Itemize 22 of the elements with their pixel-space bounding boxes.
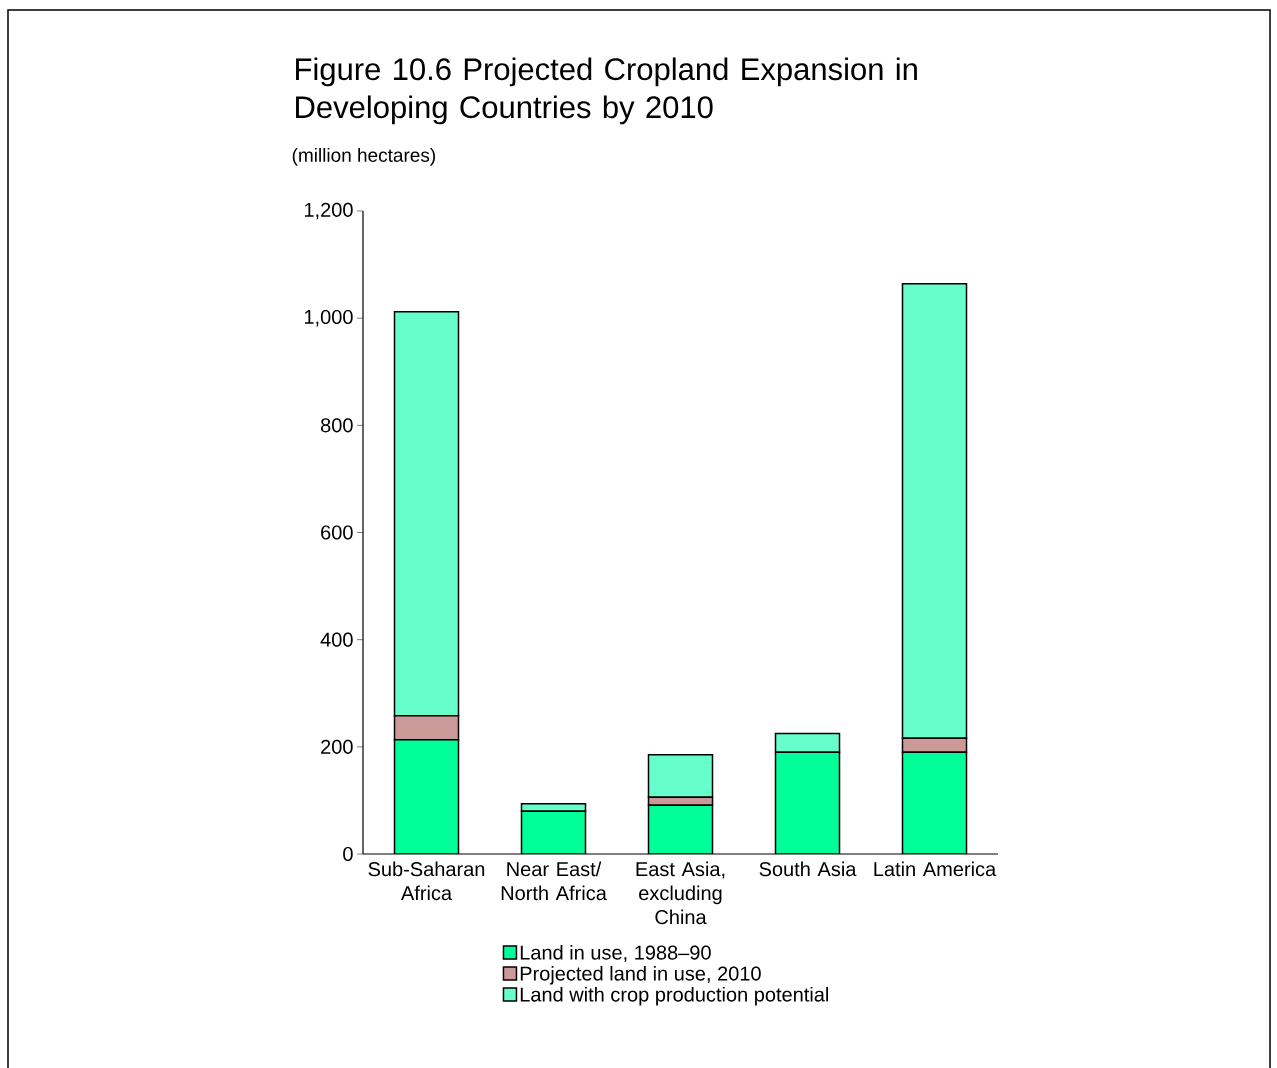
y-tick-label: 1,000	[304, 309, 353, 327]
y-tick-label: 0	[343, 846, 353, 862]
bar	[520, 810, 587, 854]
bar	[647, 804, 714, 854]
y-axis-title: (million hectares)	[292, 147, 436, 166]
bar	[901, 751, 968, 854]
y-tick-label: 400	[320, 632, 353, 647]
bar	[393, 739, 460, 854]
bar	[774, 751, 841, 854]
legend-label: Projected land in use, 2010	[520, 965, 761, 985]
x-tick-label: Near East/ North Africa	[501, 861, 607, 901]
x-tick-label: Sub-Saharan Africa	[368, 861, 485, 901]
y-tick-label: 600	[321, 525, 353, 540]
y-tick-label: 800	[320, 418, 353, 433]
chart-title: Figure 10.6 Projected Cropland Expansion in Developing Countries by 2010	[296, 57, 917, 125]
y-tick-label: 1,200	[304, 202, 353, 220]
y-tick-label: 200	[321, 739, 353, 754]
legend-label: Land in use, 1988–90	[520, 944, 711, 963]
x-tick-label: South Asia	[759, 861, 857, 877]
legend-label: Land with crop production potential	[520, 986, 829, 1006]
x-tick-label: Latin America	[874, 861, 997, 877]
x-tick-label: East Asia, excluding China	[636, 861, 725, 925]
